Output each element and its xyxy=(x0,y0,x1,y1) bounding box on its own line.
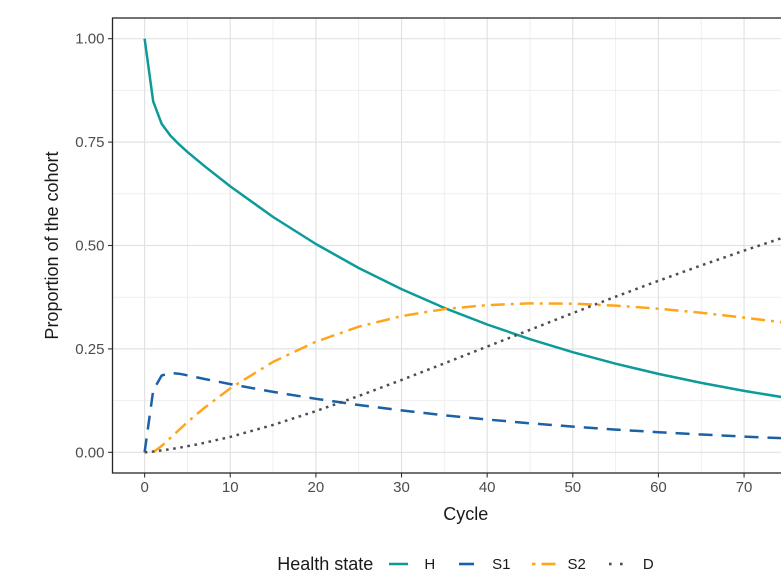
x-tick-labels: 0 10 20 30 40 50 60 70 xyxy=(140,479,752,496)
y-tick-label-0.75: 0.75 xyxy=(75,134,104,151)
legend-item-label: S2 xyxy=(568,556,586,573)
legend-key-H xyxy=(386,554,412,574)
legend-title: Health state xyxy=(277,554,373,575)
legend-item-label: S1 xyxy=(492,556,510,573)
x-tick-label-0: 0 xyxy=(140,479,148,496)
series-line-S1 xyxy=(145,373,781,452)
legend-item-S2: S2 xyxy=(530,554,586,574)
x-tick-label-10: 10 xyxy=(222,479,239,496)
legend-key-S1 xyxy=(454,554,480,574)
legend-item-label: H xyxy=(424,556,435,573)
series-line-S2 xyxy=(145,303,781,452)
y-tick-label-0.50: 0.50 xyxy=(75,238,104,255)
legend-item-S1: S1 xyxy=(454,554,510,574)
axis-ticks xyxy=(108,39,744,478)
x-axis-title: Cycle xyxy=(443,504,488,524)
y-tick-label-0.25: 0.25 xyxy=(75,341,104,358)
y-tick-labels: 0.00 0.25 0.50 0.75 1.00 xyxy=(75,31,104,462)
legend-key-S2 xyxy=(530,554,556,574)
gridlines-major xyxy=(113,18,781,473)
x-tick-label-70: 70 xyxy=(736,479,753,496)
series-line-D xyxy=(145,236,781,452)
legend-item-label: D xyxy=(643,556,654,573)
legend-item-D: D xyxy=(605,554,654,574)
x-tick-label-60: 60 xyxy=(650,479,667,496)
x-tick-label-40: 40 xyxy=(479,479,496,496)
cohort-trace-chart: 0 10 20 30 40 50 60 70 0.00 0.25 0.50 0.75 1.00 Cyc… xyxy=(40,16,781,582)
x-tick-label-30: 30 xyxy=(393,479,410,496)
y-axis-title: Proportion of the cohort xyxy=(42,151,62,339)
legend-items: H S1 S2 D xyxy=(386,554,653,574)
series-line-H xyxy=(145,39,781,398)
legend-key-D xyxy=(605,554,631,574)
x-tick-label-20: 20 xyxy=(308,479,325,496)
y-tick-label-1.00: 1.00 xyxy=(75,31,104,48)
chart-legend: Health state H S1 S2 D xyxy=(110,538,781,582)
x-tick-label-50: 50 xyxy=(564,479,581,496)
legend-item-H: H xyxy=(386,554,435,574)
plot-area: 0 10 20 30 40 50 60 70 0.00 0.25 0.50 0.75 1.00 Cyc… xyxy=(40,16,781,538)
y-tick-label-0.00: 0.00 xyxy=(75,444,104,461)
